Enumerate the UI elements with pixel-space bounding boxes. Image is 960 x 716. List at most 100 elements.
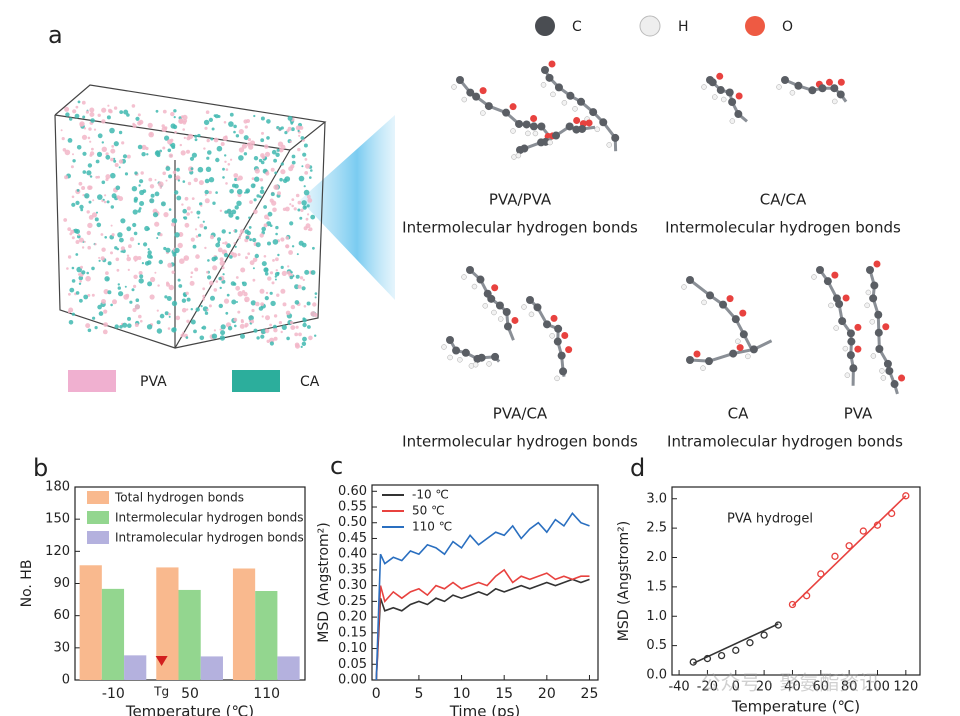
- atom: [248, 226, 252, 229]
- atom: [135, 298, 140, 303]
- atom: [190, 237, 195, 242]
- atom: [273, 184, 279, 190]
- hydrogen-atom: [844, 372, 851, 378]
- atom: [82, 115, 86, 119]
- atom: [103, 322, 108, 327]
- atom: [299, 216, 303, 220]
- caption-pair: PVA/CA: [493, 405, 548, 423]
- atom: [141, 144, 147, 150]
- carbon-atom: [456, 76, 464, 84]
- atom: [295, 193, 300, 198]
- atom: [218, 303, 223, 309]
- atom: [270, 300, 276, 307]
- x-tick-label: 25: [581, 686, 599, 702]
- atom: [146, 153, 149, 156]
- legend-label: Intermolecular hydrogen bonds: [115, 511, 304, 525]
- atom: [87, 222, 93, 229]
- atom: [203, 226, 208, 230]
- oxygen-atom: [565, 346, 573, 354]
- hydrogen-atom: [700, 365, 706, 371]
- atom: [287, 126, 292, 131]
- atom-legend-label: H: [678, 19, 689, 35]
- atom: [105, 154, 111, 160]
- hydrogen-atom: [547, 139, 553, 146]
- atom: [95, 159, 100, 164]
- atom: [177, 179, 180, 182]
- atom: [126, 254, 130, 257]
- hydrogen-atom: [554, 375, 560, 382]
- x-tick-label: 0: [732, 680, 740, 695]
- atom: [92, 199, 95, 202]
- atom: [266, 119, 271, 124]
- x-tick-label: 20: [756, 680, 773, 695]
- atom: [126, 154, 131, 159]
- atom: [303, 185, 306, 188]
- atom: [119, 237, 124, 243]
- caption-kind: Intermolecular hydrogen bonds: [402, 433, 638, 451]
- y-tick-label: 0: [62, 673, 70, 688]
- atom: [195, 254, 200, 259]
- atom: [156, 320, 161, 325]
- hydrogen-atom: [745, 353, 751, 360]
- atom: [280, 330, 283, 334]
- atom: [122, 322, 128, 328]
- y-tick-label: 0.5: [646, 638, 667, 653]
- atom: [121, 141, 125, 145]
- atom: [174, 130, 177, 134]
- atom: [301, 286, 306, 291]
- atom: [278, 321, 282, 325]
- data-point: [831, 552, 839, 560]
- atom: [254, 168, 260, 174]
- atom: [179, 143, 182, 147]
- atom: [236, 301, 238, 303]
- atom: [272, 259, 275, 262]
- carbon-atom: [836, 90, 845, 99]
- atom: [193, 177, 198, 183]
- atom: [147, 122, 153, 128]
- atom: [64, 175, 69, 180]
- atom: [186, 297, 191, 302]
- atom: [101, 146, 108, 152]
- carbon-atom: [484, 102, 493, 111]
- atom: [103, 309, 108, 314]
- y-tick-label: 0.50: [338, 515, 367, 530]
- atom: [194, 267, 199, 272]
- atom: [150, 133, 153, 136]
- carbon-atom: [495, 301, 504, 310]
- atom: [126, 226, 132, 232]
- atom: [85, 110, 89, 114]
- atom: [221, 266, 225, 270]
- carbon-atom: [781, 76, 789, 84]
- atom: [78, 181, 83, 186]
- atom: [297, 129, 300, 132]
- atom: [165, 247, 171, 253]
- atom: [272, 239, 279, 245]
- atom: [192, 244, 197, 249]
- atom: [213, 288, 218, 292]
- atom: [185, 336, 189, 339]
- atom: [278, 147, 284, 153]
- atom: [285, 206, 290, 212]
- carbon-atom: [466, 266, 474, 274]
- atom: [194, 138, 198, 142]
- atom: [89, 153, 93, 157]
- atom: [239, 323, 245, 329]
- atom: [154, 191, 160, 197]
- atom: [208, 117, 213, 122]
- carbon-atom: [543, 320, 552, 329]
- atom: [253, 156, 259, 161]
- atom: [233, 317, 238, 322]
- atom: [111, 145, 115, 148]
- carbon-atom: [725, 88, 734, 97]
- atom: [131, 104, 136, 108]
- y-tick-label: 0.15: [338, 625, 367, 640]
- atom: [172, 170, 177, 174]
- atom: [244, 325, 248, 328]
- atom: [294, 332, 299, 337]
- atom: [197, 133, 201, 138]
- atom: [190, 271, 194, 275]
- atom: [75, 240, 80, 244]
- atom: [222, 135, 228, 141]
- atom: [75, 200, 80, 205]
